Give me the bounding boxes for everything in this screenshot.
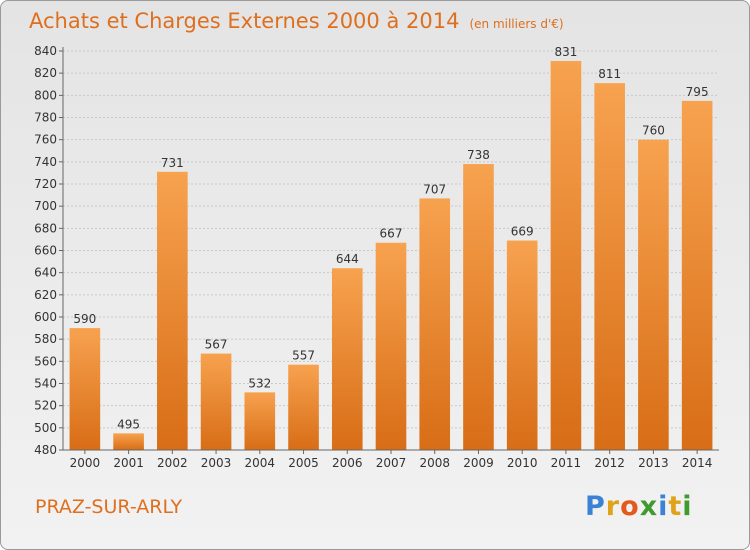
bar-2003: [200, 353, 232, 450]
y-tick-label: 740: [34, 155, 57, 169]
x-tick-label: 2000: [70, 456, 101, 470]
y-tick-label: 540: [34, 377, 57, 391]
x-tick-label: 2013: [638, 456, 669, 470]
y-tick-label: 800: [34, 88, 57, 102]
chart-title: Achats et Charges Externes 2000 à 2014 (e…: [29, 9, 564, 33]
y-tick-label: 700: [34, 199, 57, 213]
y-tick-label: 820: [34, 66, 57, 80]
x-tick-label: 2011: [551, 456, 582, 470]
logo-letter: i: [658, 491, 669, 522]
bar-2001: [113, 433, 144, 450]
bar-2002: [157, 171, 188, 450]
bar-value-label: 644: [336, 252, 359, 266]
x-tick-label: 2006: [332, 456, 363, 470]
bar-value-label: 707: [423, 182, 446, 196]
x-tick-label: 2010: [507, 456, 538, 470]
bar-value-label: 557: [292, 349, 315, 363]
x-axis: 2000 2001 2002 2003 2004 2005 2006 2007 2008 2009…: [63, 449, 719, 470]
x-tick-label: 2001: [113, 456, 144, 470]
bars: 590 495 731 567 532 557 644 667 707 738 669 831 811 7…: [69, 45, 713, 451]
bar-value-label: 760: [642, 124, 665, 138]
y-tick-label: 840: [34, 44, 57, 58]
chart-title-text: Achats et Charges Externes 2000 à 2014: [29, 9, 460, 33]
logo-letter: i: [682, 491, 693, 522]
x-tick-label: 2009: [463, 456, 494, 470]
bar-2014: [681, 100, 713, 450]
bar-2000: [69, 328, 101, 450]
bar-2007: [375, 242, 407, 450]
bar-value-label: 590: [73, 312, 96, 326]
y-tick-label: 500: [34, 421, 57, 435]
y-axis: 480 500 520 540 560 580 600 620 640 660 680 700 720 7…: [34, 44, 64, 457]
x-tick-label: 2008: [419, 456, 450, 470]
bar-2010: [506, 240, 538, 450]
bar-2005: [288, 364, 319, 450]
bar-value-label: 795: [686, 85, 709, 99]
bar-value-label: 738: [467, 148, 490, 162]
logo-letter: x: [639, 491, 659, 522]
y-tick-label: 660: [34, 244, 57, 258]
bar-value-label: 567: [205, 338, 228, 352]
x-tick-label: 2003: [201, 456, 232, 470]
y-tick-label: 720: [34, 177, 57, 191]
bar-value-label: 811: [598, 67, 621, 81]
bar-value-label: 667: [380, 227, 403, 241]
bar-value-label: 495: [117, 417, 140, 431]
x-tick-label: 2005: [288, 456, 319, 470]
bar-value-label: 532: [248, 376, 271, 390]
bar-2004: [244, 392, 276, 450]
bar-2009: [463, 164, 494, 451]
bar-value-label: 831: [554, 45, 577, 59]
y-tick-label: 760: [34, 133, 57, 147]
y-tick-label: 780: [34, 111, 57, 125]
y-tick-label: 600: [34, 310, 57, 324]
x-tick-label: 2012: [594, 456, 625, 470]
commune-name: PRAZ-SUR-ARLY: [35, 496, 183, 518]
x-tick-label: 2002: [157, 456, 188, 470]
x-tick-label: 2014: [682, 456, 713, 470]
bar-2008: [419, 198, 451, 450]
logo-letter: o: [620, 491, 640, 522]
x-tick-label: 2004: [245, 456, 276, 470]
logo-letter: t: [668, 491, 683, 522]
x-tick-label: 2007: [376, 456, 407, 470]
bar-2013: [638, 139, 669, 450]
bar-2011: [550, 60, 582, 450]
logo-letter: P: [585, 491, 606, 522]
y-tick-label: 680: [34, 221, 57, 235]
bar-2006: [331, 268, 363, 450]
y-tick-label: 580: [34, 332, 57, 346]
y-tick-label: 620: [34, 288, 57, 302]
proxiti-logo: Proxiti: [585, 491, 693, 522]
chart-subtitle: (en milliers d'€): [469, 17, 564, 31]
y-tick-label: 480: [34, 443, 57, 457]
y-tick-label: 520: [34, 399, 57, 413]
bar-2012: [594, 83, 625, 451]
y-tick-label: 640: [34, 266, 57, 280]
logo-letter: r: [605, 491, 621, 522]
y-tick-label: 560: [34, 354, 57, 368]
bar-value-label: 731: [161, 156, 184, 170]
bar-value-label: 669: [511, 225, 534, 239]
